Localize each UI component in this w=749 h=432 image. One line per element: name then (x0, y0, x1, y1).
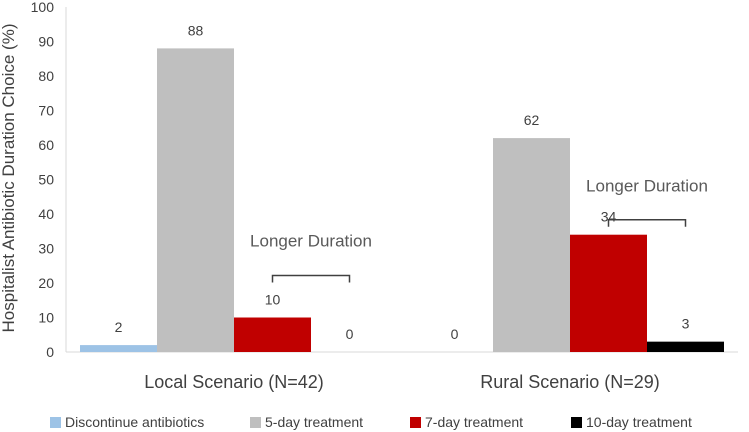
annotations: Longer Duration Longer Duration (250, 177, 708, 283)
bracket-line (271, 274, 351, 283)
bars (80, 48, 724, 353)
bar-discontinue-antibiotics-0 (80, 345, 157, 352)
data-label: 0 (451, 326, 459, 342)
data-label: 10 (265, 292, 281, 308)
y-tick-label: 90 (38, 34, 54, 50)
legend-label: Discontinue antibiotics (65, 414, 204, 430)
data-label: 88 (188, 22, 204, 38)
legend-swatch (250, 417, 261, 428)
data-label: 3 (682, 316, 690, 332)
legend-item: 10-day treatment (571, 414, 692, 430)
longer-duration-bracket: Longer Duration (586, 177, 708, 227)
legend-item: 5-day treatment (250, 414, 363, 430)
legend-label: 7-day treatment (425, 414, 523, 430)
legend-swatch (571, 417, 582, 428)
y-tick-label: 10 (38, 310, 54, 326)
data-label: 0 (346, 326, 354, 342)
category-labels: Local Scenario (N=42) Rural Scenario (N=2… (144, 372, 660, 392)
y-axis-label: Hospitalist Antibiotic Duration Choice (… (0, 24, 18, 333)
data-label: 34 (601, 209, 617, 225)
bar-7-day-treatment-1 (570, 234, 647, 352)
data-label: 62 (524, 112, 540, 128)
longer-duration-bracket: Longer Duration (250, 232, 372, 283)
y-tick-label: 40 (38, 206, 54, 222)
legend-label: 10-day treatment (586, 414, 692, 430)
annotation-label: Longer Duration (250, 232, 372, 251)
y-tick-label: 60 (38, 137, 54, 153)
legend-label: 5-day treatment (265, 414, 363, 430)
y-tick-label: 100 (31, 0, 55, 15)
y-tick-label: 0 (46, 344, 54, 360)
bar-7-day-treatment-0 (234, 317, 311, 352)
legend-swatch (50, 417, 61, 428)
legend-item: 7-day treatment (410, 414, 523, 430)
annotation-label: Longer Duration (586, 177, 708, 196)
bar-5-day-treatment-1 (493, 138, 570, 352)
legend-swatch (410, 417, 421, 428)
legend-item: Discontinue antibiotics (50, 414, 204, 430)
legend: Discontinue antibiotics 5-day treatment 7-… (50, 414, 692, 430)
category-label: Rural Scenario (N=29) (480, 372, 660, 392)
y-tick-label: 70 (38, 103, 54, 119)
bar-10-day-treatment-1 (647, 341, 724, 352)
y-tick-label: 80 (38, 68, 54, 84)
category-label: Local Scenario (N=42) (144, 372, 324, 392)
bracket-line (607, 218, 687, 227)
bar-5-day-treatment-0 (157, 48, 234, 353)
y-tick-label: 30 (38, 241, 54, 257)
data-label: 2 (115, 319, 123, 335)
y-tick-label: 20 (38, 275, 54, 291)
y-tick-label: 50 (38, 172, 54, 188)
data-labels: 2 88 10 0 0 62 34 3 (115, 22, 690, 342)
